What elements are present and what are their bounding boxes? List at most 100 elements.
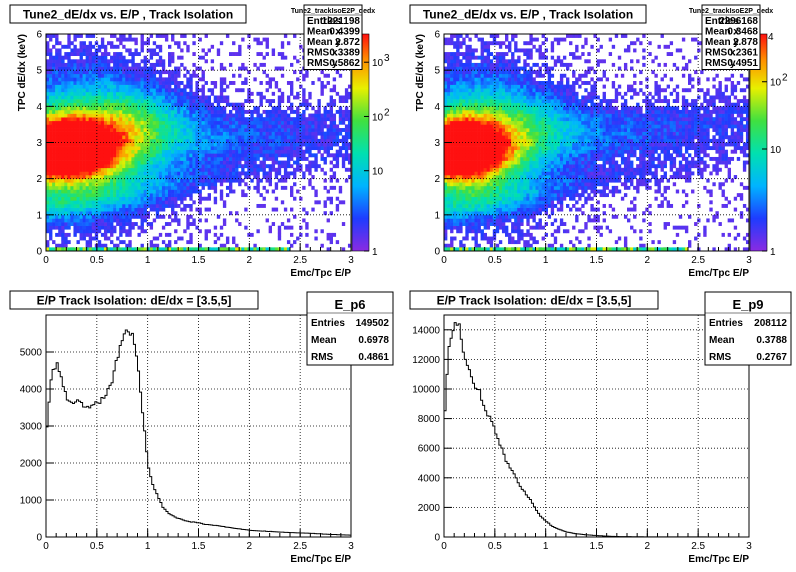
heatmap-cell: [453, 149, 457, 154]
heatmap-cell: [119, 164, 123, 169]
heatmap-cell: [219, 156, 224, 161]
heatmap-cell: [82, 109, 86, 114]
heatmap-cell: [456, 52, 460, 56]
heatmap-cell: [76, 48, 80, 53]
heatmap-cell: [137, 131, 141, 136]
heatmap-cell: [107, 91, 111, 96]
heatmap-cell: [186, 91, 190, 96]
heatmap-cell: [250, 232, 254, 237]
heatmap-cell: [152, 153, 157, 158]
heatmap-cell: [338, 113, 343, 118]
heatmap-cell: [253, 149, 257, 154]
heatmap-cell: [271, 52, 276, 56]
heatmap-cell: [450, 73, 454, 78]
heatmap-cell: [97, 91, 102, 96]
heatmap-cell: [143, 62, 147, 67]
heatmap-cell: [477, 182, 481, 187]
heatmap-cell: [296, 153, 300, 158]
heatmap-cell: [262, 196, 266, 201]
heatmap-cell: [103, 156, 108, 161]
heatmap-cell: [225, 240, 230, 245]
heatmap-cell: [140, 142, 144, 147]
heatmap-cell: [444, 211, 448, 216]
heatmap-cell: [462, 135, 466, 140]
heatmap-cell: [462, 236, 466, 241]
heatmap-cell: [219, 178, 224, 183]
heatmap-cell: [134, 171, 138, 176]
heatmap-cell: [286, 149, 291, 154]
heatmap-cell: [308, 120, 312, 125]
heatmap-cell: [82, 124, 86, 129]
heatmap-cell: [52, 120, 56, 125]
heatmap-cell: [329, 142, 333, 147]
heatmap-cell: [332, 77, 337, 82]
heatmap-cell: [64, 44, 68, 49]
heatmap-cell: [480, 182, 484, 187]
heatmap-cell: [207, 117, 211, 122]
heatmap-cell: [299, 124, 303, 129]
heatmap-cell: [447, 124, 451, 129]
heatmap-cell: [82, 88, 86, 93]
heatmap-cell: [344, 142, 349, 147]
heatmap-cell: [116, 211, 120, 216]
heatmap-cell: [125, 153, 129, 158]
heatmap-cell: [161, 160, 166, 165]
heatmap-cell: [198, 229, 202, 234]
heatmap-cell: [268, 77, 272, 82]
heatmap-cell: [483, 102, 487, 107]
heatmap-cell: [131, 146, 135, 151]
heatmap-cell: [140, 160, 144, 165]
heatmap-cell: [459, 106, 463, 111]
heatmap-cell: [64, 95, 68, 100]
heatmap-cell: [302, 142, 306, 147]
heatmap-cell: [213, 160, 218, 165]
heatmap-cell: [474, 70, 478, 75]
heatmap-cell: [492, 160, 497, 165]
heatmap-cell: [143, 124, 147, 129]
heatmap-cell: [155, 138, 160, 143]
heatmap-cell: [219, 128, 224, 132]
heatmap-cell: [486, 99, 491, 104]
heatmap-cell: [305, 120, 309, 125]
heatmap-cell: [140, 34, 144, 38]
heatmap-cell: [79, 55, 83, 60]
heatmap-cell: [186, 142, 190, 147]
heatmap-cell: [140, 99, 144, 104]
heatmap-cell: [110, 164, 114, 169]
heatmap-cell: [171, 77, 175, 82]
heatmap-cell: [67, 84, 71, 89]
heatmap-cell: [131, 37, 135, 42]
heatmap-cell: [195, 73, 199, 78]
heatmap-cell: [100, 99, 105, 104]
heatmap-cell: [155, 91, 160, 96]
heatmap-cell: [91, 62, 96, 67]
heatmap-cell: [186, 95, 190, 100]
heatmap-cell: [204, 142, 208, 147]
heatmap-cell: [70, 189, 74, 194]
heatmap-cell: [113, 189, 117, 194]
heatmap-cell: [323, 84, 327, 89]
heatmap-cell: [341, 153, 346, 158]
heatmap-cell: [468, 185, 472, 190]
heatmap-cell: [55, 48, 59, 53]
heatmap-cell: [161, 59, 166, 64]
heatmap-cell: [326, 153, 330, 158]
heatmap-cell: [210, 175, 215, 179]
heatmap-cell: [131, 135, 135, 140]
heatmap-cell: [238, 106, 242, 111]
heatmap-cell: [186, 138, 190, 143]
heatmap-cell: [474, 189, 478, 194]
heatmap-cell: [171, 182, 175, 187]
heatmap-cell: [91, 138, 96, 143]
heatmap-cell: [477, 203, 481, 208]
heatmap-cell: [168, 243, 172, 248]
heatmap-cell: [134, 167, 138, 172]
heatmap-cell: [113, 138, 117, 143]
heatmap-cell: [447, 218, 451, 223]
heatmap-cell: [107, 182, 111, 187]
heatmap-cell: [311, 146, 315, 151]
heatmap-cell: [103, 88, 108, 93]
heatmap-cell: [91, 185, 96, 190]
heatmap-cell: [55, 66, 59, 71]
heatmap-cell: [471, 81, 475, 85]
